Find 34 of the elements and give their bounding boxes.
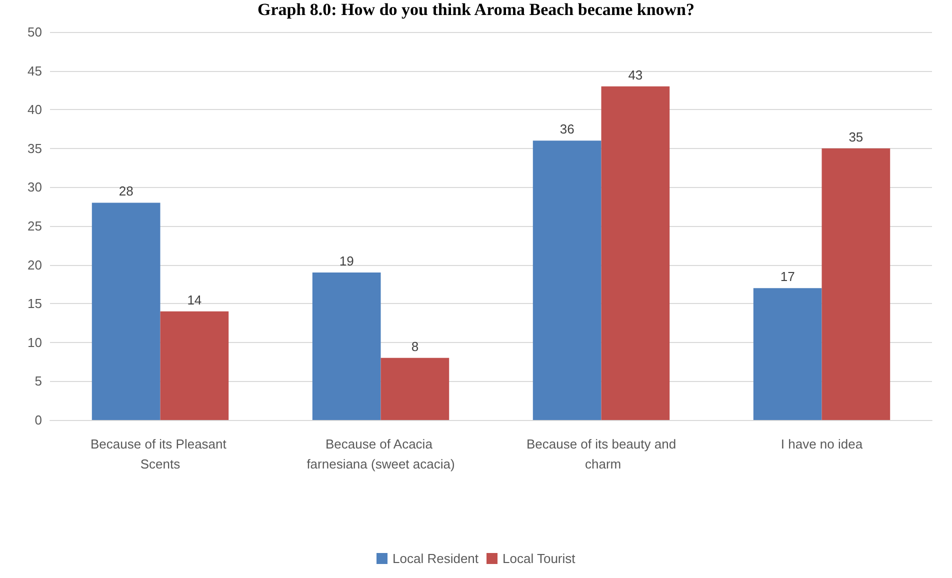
chart-title: Graph 8.0: How do you think Aroma Beach became known? (257, 0, 695, 19)
data-label: 8 (411, 338, 419, 354)
y-tick-label: 5 (34, 374, 42, 389)
y-tick-label: 25 (28, 218, 42, 234)
y-tick-label: 10 (28, 334, 42, 350)
y-tick-label: 20 (28, 257, 42, 272)
x-tick-label: I have no idea (780, 436, 864, 452)
bar (312, 272, 381, 420)
x-tick-label: Because of Acacia farnesiana (sweet acacia) (306, 436, 455, 472)
data-label: 19 (339, 254, 354, 269)
legend-label: Local Tourist (502, 551, 576, 566)
bar (822, 148, 890, 420)
data-label: 35 (848, 129, 864, 144)
y-tick-label: 30 (28, 180, 42, 195)
data-label: 28 (118, 184, 134, 199)
y-tick-label: 15 (28, 296, 42, 312)
y-tick-label: 40 (28, 102, 42, 118)
legend-label: Local Resident (392, 551, 479, 566)
y-tick-label: 50 (28, 24, 42, 40)
bar (92, 202, 160, 420)
data-label: 17 (780, 269, 795, 284)
bar (601, 86, 670, 420)
bar (753, 288, 822, 420)
y-tick-label: 0 (34, 412, 42, 428)
x-tick-label: Because of its beauty and charm (526, 436, 676, 472)
data-label: 36 (560, 122, 574, 137)
data-label: 43 (628, 67, 643, 82)
bar (532, 140, 602, 420)
y-tick-label: 35 (28, 140, 42, 156)
x-tick-label: Because of its Pleasant Scents (90, 436, 230, 472)
bar (160, 311, 229, 420)
bar (380, 358, 450, 420)
y-tick-label: 45 (28, 63, 42, 78)
data-label: 14 (187, 292, 202, 308)
